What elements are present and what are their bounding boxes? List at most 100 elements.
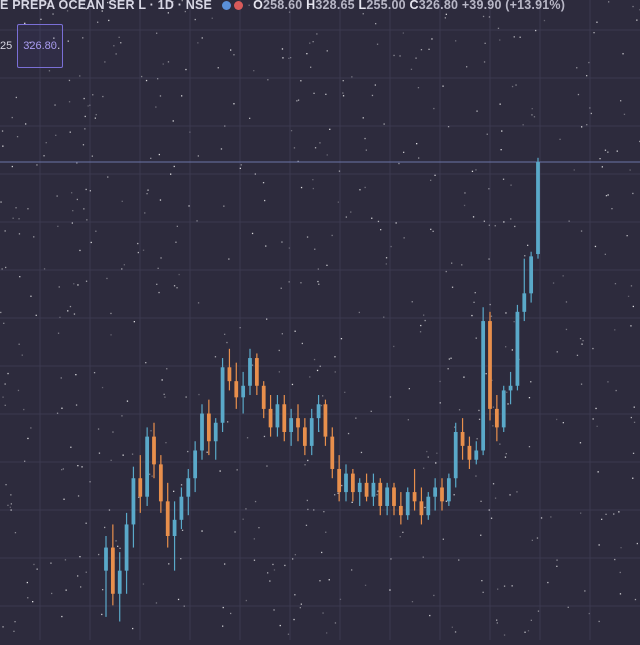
noise-dot xyxy=(314,147,317,149)
noise-dot xyxy=(471,314,473,317)
noise-dot xyxy=(619,571,621,574)
noise-dot xyxy=(556,565,558,567)
ohlc-readout: O258.60 H328.65 L255.00 C326.80 +39.90 (… xyxy=(253,0,565,12)
noise-dot xyxy=(620,547,622,549)
noise-dot xyxy=(601,518,603,520)
noise-dot xyxy=(458,409,461,411)
noise-dot xyxy=(138,496,140,498)
noise-dot xyxy=(308,6,310,8)
noise-dot xyxy=(326,50,328,52)
noise-dot xyxy=(64,559,67,561)
noise-dot xyxy=(326,632,328,634)
noise-dot xyxy=(310,66,312,68)
noise-dot xyxy=(98,452,101,454)
noise-dot xyxy=(12,217,14,219)
noise-dot xyxy=(385,263,387,265)
noise-dot xyxy=(281,333,283,335)
noise-dot xyxy=(57,332,60,334)
noise-dot xyxy=(325,531,327,533)
noise-dot xyxy=(61,615,63,618)
noise-dot xyxy=(118,36,120,38)
noise-dot xyxy=(94,117,96,119)
noise-dot xyxy=(18,233,21,235)
noise-dot xyxy=(420,324,422,327)
noise-dot xyxy=(77,495,80,497)
noise-dot xyxy=(316,369,319,372)
noise-dot xyxy=(73,283,75,285)
noise-dot xyxy=(334,356,336,358)
noise-dot xyxy=(608,1,610,3)
noise-dot xyxy=(89,190,91,192)
noise-dot xyxy=(559,138,561,140)
change-value: +39.90 (+13.91%) xyxy=(461,0,566,12)
noise-dot xyxy=(45,142,47,144)
noise-dot xyxy=(141,75,143,78)
noise-dot xyxy=(581,126,583,128)
noise-dot xyxy=(4,383,6,385)
noise-dot xyxy=(596,425,598,427)
noise-dot xyxy=(514,225,516,228)
candle-down xyxy=(282,404,287,432)
noise-dot xyxy=(488,16,491,18)
noise-dot xyxy=(513,36,515,38)
noise-dot xyxy=(236,469,238,471)
noise-dot xyxy=(531,539,533,541)
noise-dot xyxy=(155,106,157,108)
symbol-title[interactable]: E PREPA OCEAN SER L · 1D · NSE xyxy=(0,0,213,12)
noise-dot xyxy=(592,418,594,420)
noise-dot xyxy=(590,112,592,115)
noise-dot xyxy=(159,199,162,201)
noise-dot xyxy=(611,208,613,210)
noise-dot xyxy=(511,585,513,587)
noise-dot xyxy=(355,417,357,419)
noise-dot xyxy=(450,357,452,359)
noise-dot xyxy=(313,92,315,94)
noise-dot xyxy=(442,85,444,87)
noise-dot xyxy=(69,305,72,308)
noise-dot xyxy=(614,329,616,331)
noise-dot xyxy=(496,619,498,621)
noise-dot xyxy=(0,311,2,314)
noise-dot xyxy=(115,540,117,542)
noise-dot xyxy=(263,435,266,438)
noise-dot xyxy=(95,230,97,232)
noise-dot xyxy=(629,169,631,171)
noise-dot xyxy=(439,402,441,404)
noise-dot xyxy=(505,453,507,455)
noise-dot xyxy=(3,322,5,324)
noise-dot xyxy=(72,210,74,212)
red-dot-icon[interactable] xyxy=(234,0,244,10)
candle-up xyxy=(357,482,362,493)
noise-dot xyxy=(80,586,82,588)
noise-dot xyxy=(61,407,63,409)
noise-dot xyxy=(403,237,405,239)
noise-dot xyxy=(482,15,485,18)
noise-dot xyxy=(380,229,382,231)
noise-dot xyxy=(13,630,15,632)
noise-dot xyxy=(615,389,617,392)
candle-up xyxy=(117,570,122,594)
candle-down xyxy=(261,385,266,409)
noise-dot xyxy=(24,460,26,462)
noise-dot xyxy=(376,494,378,496)
candle-down xyxy=(296,418,300,428)
noise-dot xyxy=(580,230,583,232)
noise-dot xyxy=(632,305,634,308)
noise-dot xyxy=(562,275,564,277)
noise-dot xyxy=(242,518,244,520)
noise-dot xyxy=(337,201,339,203)
blue-dot-icon[interactable] xyxy=(222,0,232,10)
noise-dot xyxy=(290,57,292,59)
last-price-badge[interactable]: 326.80 xyxy=(17,24,63,68)
noise-dot xyxy=(577,93,580,96)
noise-dot xyxy=(233,103,235,105)
noise-dot xyxy=(183,605,185,607)
noise-dot xyxy=(589,107,591,109)
noise-dot xyxy=(385,257,388,259)
noise-dot xyxy=(630,416,632,419)
noise-dot xyxy=(411,601,414,603)
candle-up xyxy=(515,311,520,386)
noise-dot xyxy=(492,425,494,427)
